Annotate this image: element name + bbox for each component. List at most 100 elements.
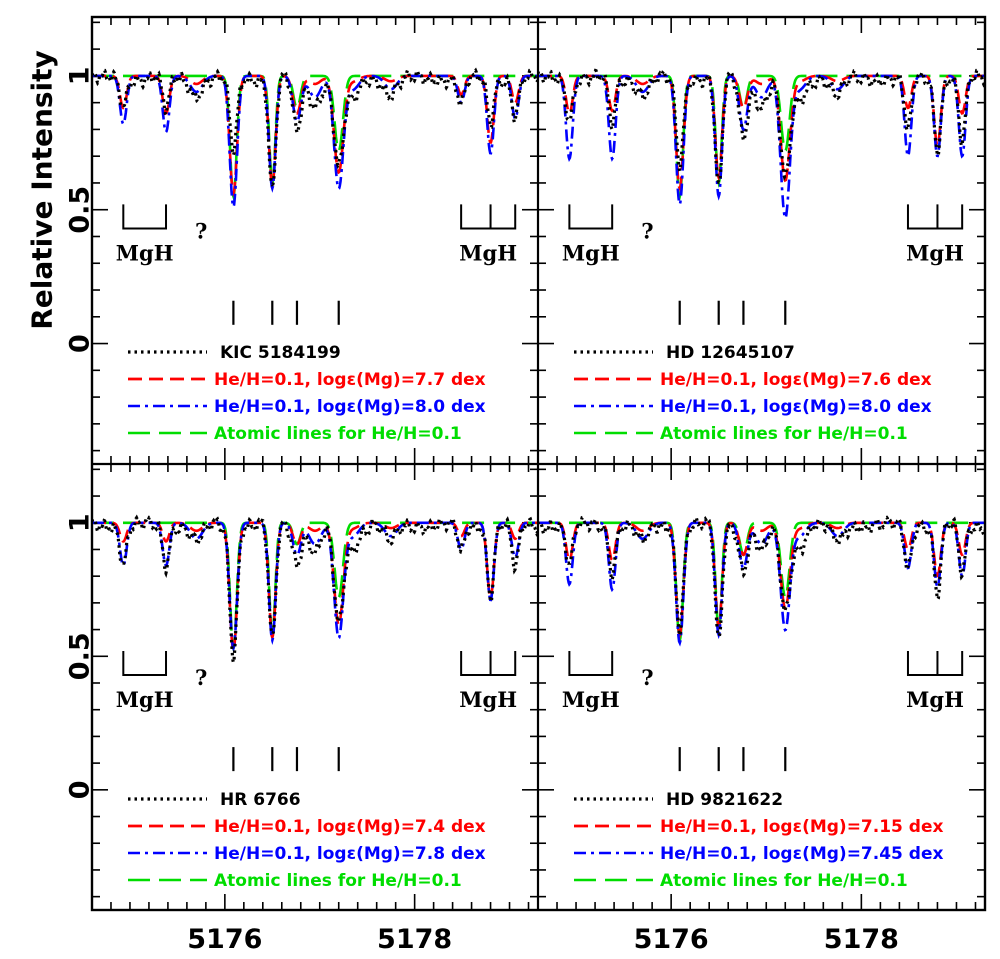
line-markers bbox=[678, 747, 787, 772]
frames bbox=[90, 15, 987, 912]
legend-label: Atomic lines for He/H=0.1 bbox=[214, 424, 462, 444]
mgh-bracket-left bbox=[568, 204, 614, 230]
series-model-high bbox=[538, 74, 985, 221]
mgh-bracket-right bbox=[906, 204, 964, 230]
legend: HR 6766 He/H=0.1, logε(Mg)=7.4 dex He/H=0.… bbox=[128, 790, 486, 891]
panel-top-left: MgH MgH? KIC 5184199 He/H=0.1, logε(Mg)=7.7… bbox=[92, 17, 538, 464]
legend-entry: He/H=0.1, logε(Mg)=7.15 dex bbox=[574, 817, 943, 837]
mgh-brackets: MgH MgH? bbox=[116, 650, 517, 712]
legend-entry: HD 9821622 bbox=[574, 790, 783, 810]
legend-entry: He/H=0.1, logε(Mg)=8.0 dex bbox=[128, 397, 486, 417]
panel-bottom-right: MgH MgH? HD 9821622 He/H=0.1, logε(Mg)=7.15… bbox=[538, 464, 985, 910]
legend: KIC 5184199 He/H=0.1, logε(Mg)=7.7 dex He/… bbox=[128, 343, 486, 444]
legend-entry: He/H=0.1, logε(Mg)=7.45 dex bbox=[574, 844, 943, 864]
legend-label: HR 6766 bbox=[220, 790, 301, 810]
mgh-label-right: MgH bbox=[906, 240, 964, 265]
mgh-bracket-right bbox=[460, 650, 517, 676]
x-tick-label: 5176 bbox=[187, 924, 262, 955]
legend-label: KIC 5184199 bbox=[220, 343, 341, 363]
mgh-brackets: MgH MgH? bbox=[562, 650, 964, 712]
legend-entry: He/H=0.1, logε(Mg)=7.8 dex bbox=[128, 844, 486, 864]
mgh-label-right: MgH bbox=[906, 687, 964, 712]
legend-entry: Atomic lines for He/H=0.1 bbox=[128, 871, 462, 891]
ticks bbox=[92, 17, 538, 464]
mgh-bracket-right bbox=[906, 650, 964, 676]
series-model-low bbox=[538, 521, 985, 639]
legend-entry: He/H=0.1, logε(Mg)=8.0 dex bbox=[574, 397, 932, 417]
series-observed bbox=[92, 67, 538, 187]
ticks bbox=[538, 464, 985, 910]
tick-labels: 0 0.5 1 0 0.5 1 5176 5178 5176 5178 Relative Inten… bbox=[26, 50, 899, 955]
legend-label: He/H=0.1, logε(Mg)=7.45 dex bbox=[660, 844, 943, 864]
mgh-bracket-left bbox=[568, 650, 614, 676]
legend-label: He/H=0.1, logε(Mg)=7.7 dex bbox=[214, 370, 486, 390]
y-tick-label: 1 bbox=[65, 513, 96, 532]
mgh-bracket-right bbox=[460, 204, 517, 230]
question-mark: ? bbox=[195, 665, 207, 690]
legend-entry: Atomic lines for He/H=0.1 bbox=[574, 424, 908, 444]
y-tick-label: 0 bbox=[65, 780, 96, 799]
mgh-label-left: MgH bbox=[116, 687, 174, 712]
series-model-low bbox=[538, 74, 985, 192]
series-atomic bbox=[538, 521, 985, 645]
legend-label: Atomic lines for He/H=0.1 bbox=[214, 871, 462, 891]
x-tick-label: 5178 bbox=[377, 924, 452, 955]
question-mark: ? bbox=[641, 218, 653, 243]
x-tick-label: 5178 bbox=[824, 924, 899, 955]
y-axis-title: Relative Intensity bbox=[26, 50, 59, 330]
legend-entry: He/H=0.1, logε(Mg)=7.7 dex bbox=[128, 370, 486, 390]
mgh-label-right: MgH bbox=[459, 687, 517, 712]
legend-entry: He/H=0.1, logε(Mg)=7.6 dex bbox=[574, 370, 932, 390]
series-observed bbox=[538, 67, 985, 185]
legend-label: He/H=0.1, logε(Mg)=7.15 dex bbox=[660, 817, 943, 837]
mgh-brackets: MgH MgH? bbox=[562, 204, 964, 265]
legend-entry: Atomic lines for He/H=0.1 bbox=[574, 871, 908, 891]
series-observed bbox=[92, 514, 538, 663]
mgh-label-left: MgH bbox=[116, 240, 174, 265]
legend-entry: He/H=0.1, logε(Mg)=7.4 dex bbox=[128, 817, 486, 837]
series-atomic bbox=[538, 74, 985, 201]
legend: HD 12645107 He/H=0.1, logε(Mg)=7.6 dex He/… bbox=[574, 343, 932, 444]
y-tick-label: 0.5 bbox=[65, 186, 96, 234]
legend-label: He/H=0.1, logε(Mg)=7.8 dex bbox=[214, 844, 486, 864]
line-markers bbox=[232, 300, 340, 325]
line-markers bbox=[678, 300, 787, 325]
mgh-label-left: MgH bbox=[562, 240, 620, 265]
series-atomic bbox=[92, 521, 538, 654]
curves bbox=[92, 514, 538, 663]
legend-label: He/H=0.1, logε(Mg)=8.0 dex bbox=[660, 397, 932, 417]
mgh-label-right: MgH bbox=[459, 240, 517, 265]
legend-label: HD 9821622 bbox=[666, 790, 783, 810]
curves bbox=[538, 514, 985, 647]
ticks bbox=[538, 17, 985, 464]
mgh-brackets: MgH MgH? bbox=[116, 204, 517, 265]
curves bbox=[92, 67, 538, 211]
legend: HD 9821622 He/H=0.1, logε(Mg)=7.15 dex He/… bbox=[574, 790, 943, 891]
curves bbox=[538, 67, 985, 221]
legend-label: Atomic lines for He/H=0.1 bbox=[660, 424, 908, 444]
question-mark: ? bbox=[641, 665, 653, 690]
series-model-high bbox=[92, 74, 538, 211]
series-model-high bbox=[92, 521, 538, 653]
x-tick-label: 5176 bbox=[634, 924, 709, 955]
series-observed bbox=[538, 514, 985, 638]
series-model-low bbox=[92, 74, 538, 198]
legend-label: HD 12645107 bbox=[666, 343, 795, 363]
legend-entry: HD 12645107 bbox=[574, 343, 795, 363]
plot-content: MgH MgH? KIC 5184199 He/H=0.1, logε(Mg)=7.7… bbox=[26, 15, 987, 955]
series-model-low bbox=[92, 521, 538, 655]
panel-top-right: MgH MgH? HD 12645107 He/H=0.1, logε(Mg)=7.6… bbox=[538, 17, 985, 464]
legend-label: He/H=0.1, logε(Mg)=7.4 dex bbox=[214, 817, 486, 837]
legend-entry: KIC 5184199 bbox=[128, 343, 341, 363]
legend-label: He/H=0.1, logε(Mg)=7.6 dex bbox=[660, 370, 932, 390]
legend-entry: Atomic lines for He/H=0.1 bbox=[128, 424, 462, 444]
mgh-bracket-left bbox=[122, 650, 168, 676]
ticks bbox=[92, 464, 538, 910]
series-atomic bbox=[92, 74, 538, 201]
panel-bottom-left: MgH MgH? HR 6766 He/H=0.1, logε(Mg)=7.4 dex… bbox=[92, 464, 538, 910]
question-mark: ? bbox=[195, 218, 207, 243]
line-markers bbox=[232, 747, 340, 772]
y-tick-label: 0.5 bbox=[65, 632, 96, 680]
mgh-bracket-left bbox=[122, 204, 168, 230]
